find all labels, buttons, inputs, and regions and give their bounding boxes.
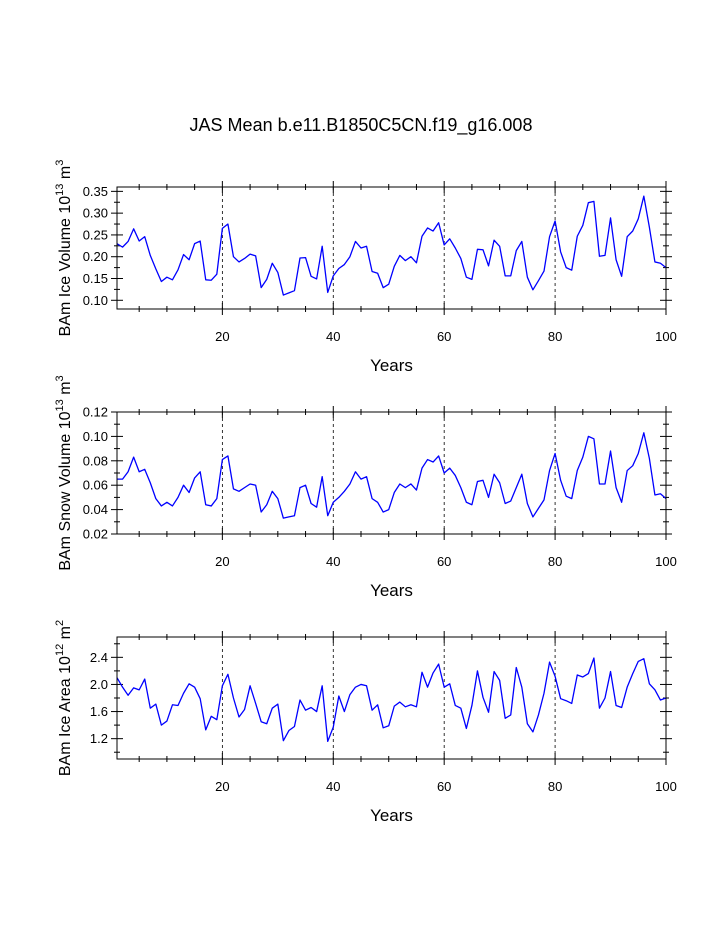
figure-title: JAS Mean b.e11.B1850C5CN.f19_g16.008 (190, 115, 533, 136)
y-axis-title-unit: m (57, 381, 74, 399)
y-tick-label: 0.06 (83, 478, 108, 493)
y-tick-label: 0.15 (83, 271, 108, 286)
x-tick-label: 100 (655, 554, 677, 569)
y-axis-title-exp: 13 (54, 399, 66, 411)
y-tick-label: 2.4 (90, 650, 108, 665)
y-tick-label: 0.04 (83, 502, 108, 517)
x-axis-title: Years (370, 581, 413, 600)
panels: 20 40 60 80 100 0.10 0.15 0.20 0.25 0.30 0.35 Years… (54, 160, 677, 825)
x-tick-label: 100 (655, 779, 677, 794)
x-tick-label: 60 (437, 329, 451, 344)
series-line-snow-volume (117, 432, 667, 519)
panel-ice-area: 20 40 60 80 100 1.2 1.6 2.0 2.4 Years BAm Ice Area… (54, 620, 677, 825)
panel-ice-volume: 20 40 60 80 100 0.10 0.15 0.20 0.25 0.30 0.35 Years… (54, 160, 677, 375)
x-tick-label: 40 (326, 554, 340, 569)
panel-snow-volume: 20 40 60 80 100 0.02 0.04 0.06 0.08 0.10 0.12 Years… (54, 375, 677, 600)
y-tick-label: 0.10 (83, 293, 108, 308)
y-tick-label: 0.35 (83, 184, 108, 199)
y-axis-title-main: BAm Ice Volume 10 (57, 196, 74, 337)
y-tick-label: 0.02 (83, 527, 108, 542)
y-axis-title-unit-exp: 3 (54, 375, 66, 381)
y-tick-label: 0.12 (83, 405, 108, 420)
y-tick-label: 0.08 (83, 453, 108, 468)
y-axis-title-exp: 13 (54, 184, 66, 196)
y-axis-title-unit-exp: 3 (54, 160, 66, 166)
x-tick-label: 40 (326, 329, 340, 344)
x-tick-label: 60 (437, 779, 451, 794)
y-axis-title-unit: m (57, 626, 74, 644)
x-tick-label: 80 (548, 554, 562, 569)
plot-frame (116, 636, 667, 760)
y-axis-title-main: BAm Ice Area 10 (57, 656, 74, 776)
y-tick-label: 0.25 (83, 227, 108, 242)
x-tick-label: 60 (437, 554, 451, 569)
y-tick-label: 1.6 (90, 704, 108, 719)
plot-frame (116, 411, 667, 535)
y-axis-title: BAm Snow Volume 1013 m3 (54, 375, 74, 570)
series-line-ice-volume (116, 195, 667, 296)
y-tick-label: 0.20 (83, 249, 108, 264)
y-tick-label: 2.0 (90, 677, 108, 692)
y-tick-label: 0.10 (83, 429, 108, 444)
x-tick-label: 20 (215, 329, 229, 344)
y-axis-title: BAm Ice Area 1012 m2 (54, 620, 74, 776)
x-tick-label: 80 (548, 329, 562, 344)
y-axis-title-unit-exp: 2 (54, 620, 66, 626)
x-tick-label: 20 (215, 554, 229, 569)
x-tick-label: 100 (655, 329, 677, 344)
y-axis-title: BAm Ice Volume 1013 m3 (54, 160, 74, 337)
x-tick-label: 40 (326, 779, 340, 794)
x-tick-label: 20 (215, 779, 229, 794)
x-tick-label: 80 (548, 779, 562, 794)
plot-frame (116, 186, 667, 310)
y-axis-title-unit: m (57, 166, 74, 184)
x-axis-title: Years (370, 356, 413, 375)
x-axis-title: Years (370, 806, 413, 825)
y-axis-title-main: BAm Snow Volume 10 (57, 411, 74, 570)
y-axis-title-exp: 12 (54, 644, 66, 656)
series-line-ice-area (116, 657, 667, 743)
y-tick-label: 0.30 (83, 206, 108, 221)
y-tick-label: 1.2 (90, 731, 108, 746)
